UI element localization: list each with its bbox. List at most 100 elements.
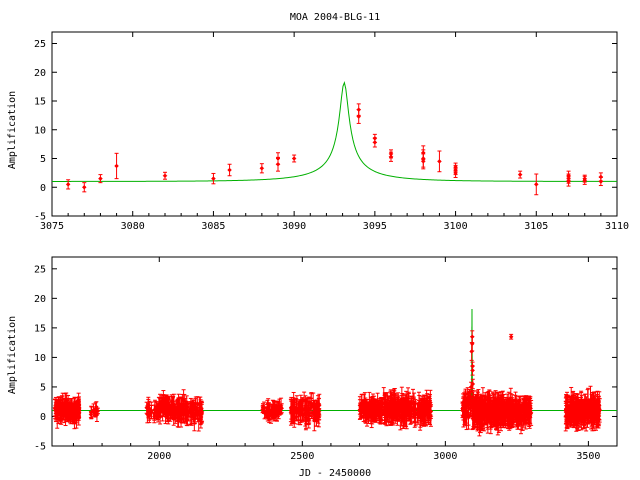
data-point [368,408,373,414]
data-point [151,411,157,417]
data-point [184,411,190,416]
top-panel: -5 0 5 10 15 20 25 3075 3080 3085 3090 3095 3100 3105… [34,31,629,232]
data-point [493,408,499,414]
x-tick-label: 2000 [147,451,171,462]
plot-frame [51,31,618,217]
y-tick-label: 20 [34,68,46,79]
x-tick-label: 3095 [363,221,387,232]
data-point [359,407,364,413]
x-tick-label: 3075 [40,221,64,232]
data-point [157,414,163,420]
y-tick-label: -5 [34,442,46,453]
data-point [453,170,458,176]
data-point [63,401,69,407]
x-tick-label: 3100 [444,221,468,232]
data-point [427,402,433,408]
data-point [211,176,216,181]
x-tick-label: 3500 [576,451,600,462]
data-point [403,398,409,403]
y-tick-label: 20 [34,294,46,305]
y-tick-label: 25 [34,39,46,50]
data-point [292,408,298,414]
data-point [388,151,394,157]
data-point [304,407,310,413]
data-point [94,412,100,418]
data-point [466,415,471,420]
data-point [473,411,479,417]
data-point [276,403,281,409]
data-point [412,413,418,418]
data-point [145,405,151,411]
data-point [389,413,394,419]
data-point [268,412,274,418]
y-tick-label: 0 [40,412,46,423]
plot-frame [51,256,618,447]
y-tick-label: 15 [34,323,46,334]
x-tick-label: 2500 [290,451,314,462]
data-point [171,416,177,422]
data-point [480,401,486,406]
data-point [275,156,281,161]
x-tick-label: 3085 [201,221,225,232]
data-point [404,412,410,418]
y-tick-label: 5 [40,382,46,393]
data-point [291,156,297,161]
data-point [271,407,277,413]
data-point [58,408,63,413]
data-point [308,405,314,410]
data-point [566,173,571,179]
y-tick-label: -5 [34,212,46,223]
data-point [65,182,71,187]
data-point [296,407,301,412]
data-point [370,411,376,417]
y-tick-label: 25 [34,264,46,275]
data-point [598,179,604,184]
data-point [478,415,484,420]
data-point [198,416,204,422]
plot-area [52,81,617,196]
data-point [420,159,426,164]
data-point [164,403,169,408]
data-point [417,409,422,415]
y-tick-label: 10 [34,353,46,364]
data-point [266,407,272,412]
data-point [423,411,429,417]
data-point [76,409,82,415]
data-point [311,405,317,410]
data-point [356,114,362,119]
data-point [72,408,78,414]
data-point [178,406,183,411]
data-point [485,410,491,415]
data-point [172,409,178,414]
data-point [88,410,94,415]
data-point [424,406,430,412]
data-point [162,173,168,179]
data-point [462,408,467,414]
y-tick-label: 5 [40,154,46,165]
plot-area [52,308,617,437]
data-point [373,409,379,414]
data-point [437,159,442,164]
data-point [52,406,58,412]
x-tick-label: 3080 [121,221,145,232]
x-tick-label: 3000 [433,451,457,462]
data-point [195,412,200,418]
model-curve [52,81,617,182]
data-point [582,177,588,183]
x-tick-label: 3105 [524,221,548,232]
data-point [192,416,197,422]
bottom-panel: -5 0 5 10 15 20 25 2000 2500 3000 3500 [34,256,618,462]
data-point [157,402,162,408]
y-tick-label: 15 [34,97,46,108]
data-point [227,167,232,173]
data-point [260,407,265,412]
y-tick-label: 0 [40,183,46,194]
data-point [372,140,378,145]
data-point [314,410,319,416]
chart-title: MOA 2004-BLG-11 [290,12,380,23]
data-point [98,176,103,181]
data-point [400,413,406,419]
data-point [188,400,194,406]
data-point [517,172,523,177]
